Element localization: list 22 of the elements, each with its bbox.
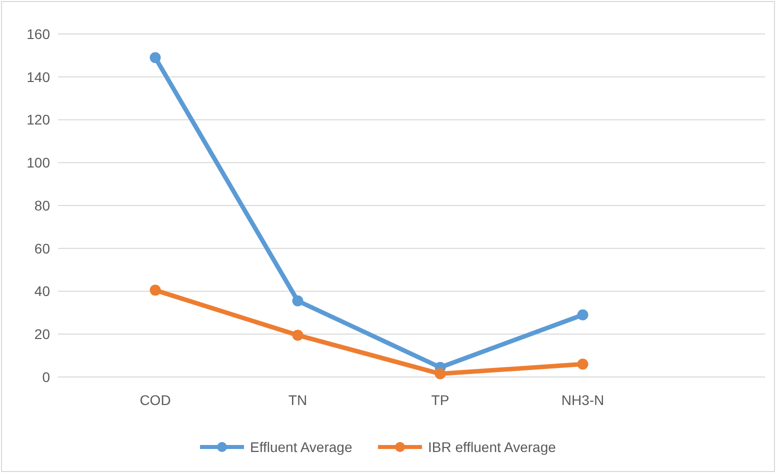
y-tick-label: 100 (26, 154, 50, 171)
point (434, 368, 446, 380)
point (577, 309, 588, 320)
x-tick-label: NH3-N (561, 392, 604, 408)
legend-label: Effluent Average (250, 438, 352, 455)
point (292, 295, 304, 306)
legend-label: IBR effluent Average (428, 438, 556, 455)
y-tick-label: 0 (42, 368, 50, 385)
x-tick-label: COD (140, 392, 171, 408)
point (150, 284, 161, 296)
y-tick-label: 120 (26, 112, 50, 128)
y-tick-label: 20 (34, 326, 50, 342)
y-tick-label: 140 (26, 68, 50, 85)
y-tick-label: 40 (34, 283, 50, 300)
x-tick-label: TN (288, 392, 308, 408)
point (577, 358, 588, 370)
y-tick-label: 80 (34, 197, 50, 214)
x-tick-label: TP (431, 392, 450, 408)
point (150, 52, 161, 64)
y-tick-label: 160 (26, 26, 50, 42)
point (292, 330, 304, 341)
y-tick-label: 60 (34, 240, 50, 256)
